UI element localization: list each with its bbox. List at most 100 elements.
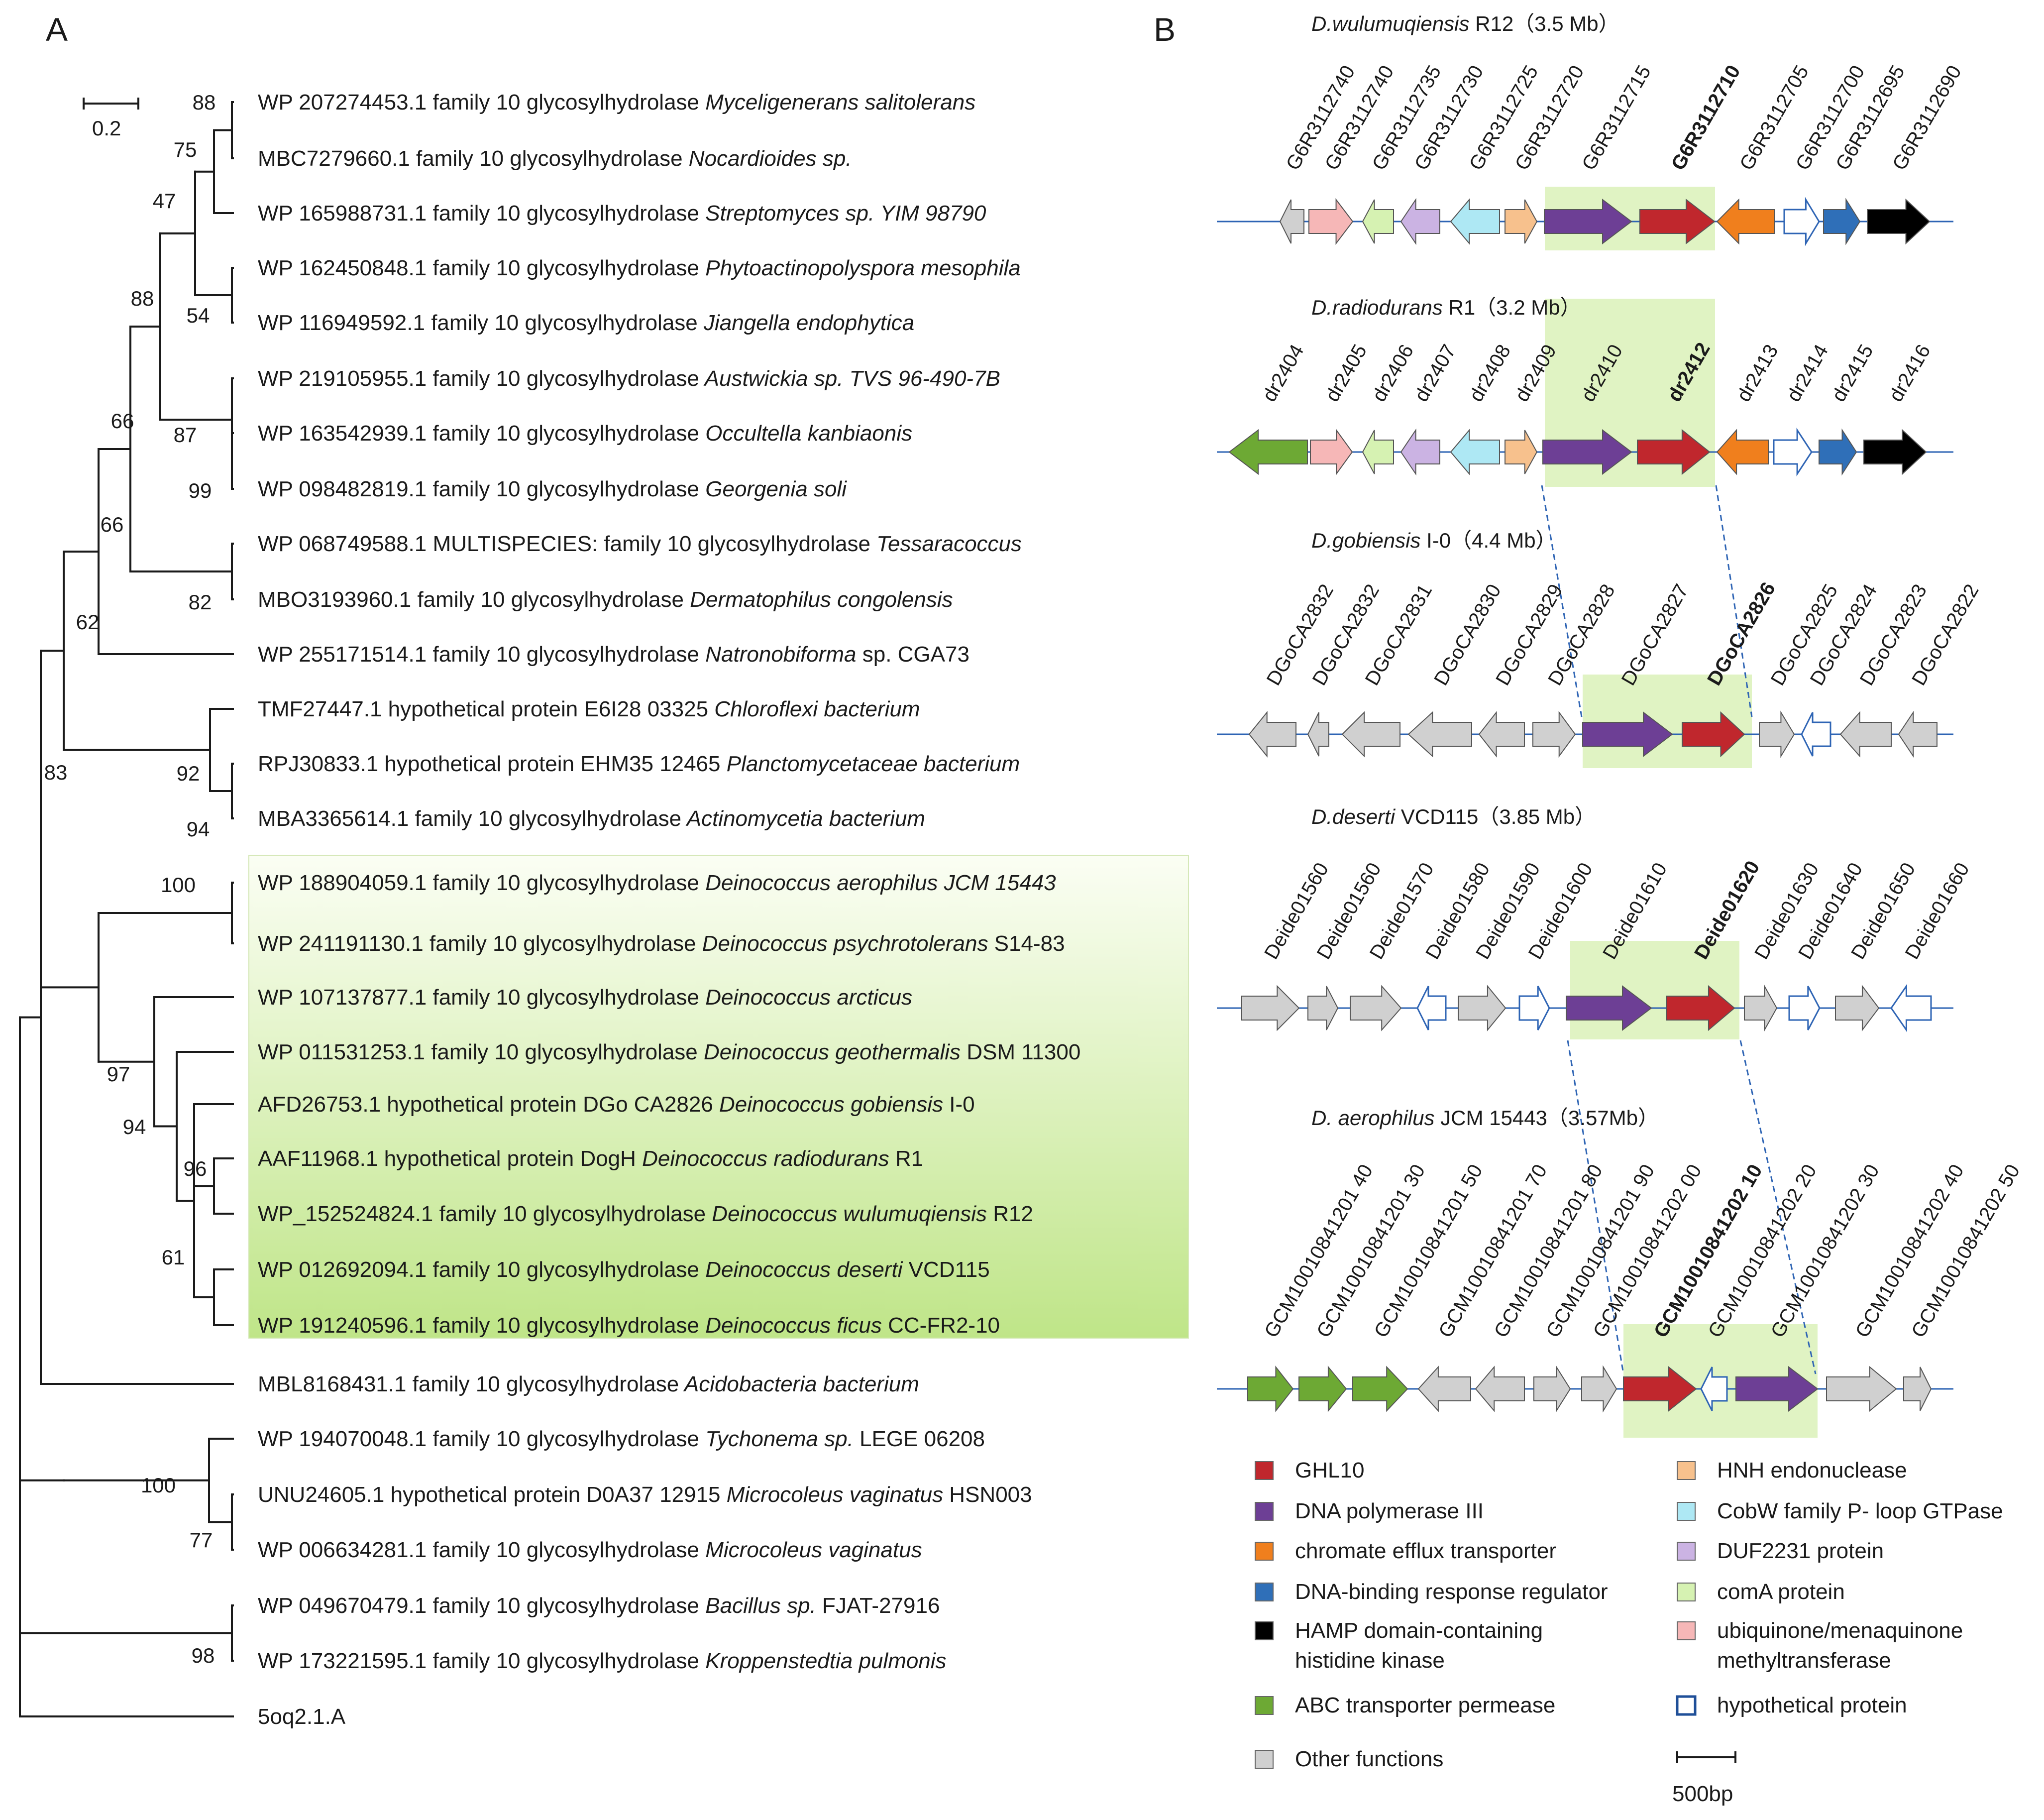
leaf-accession: 5oq2.1.A [258,1705,346,1729]
leaf-accession: WP 163542939.1 family 10 glycosylhydrola… [258,421,699,446]
gene-label: GCM10010841202 20 [1704,1161,1821,1342]
leaf-label: WP 162450848.1 family 10 glycosylhydrola… [258,256,1021,280]
gene-arrow [1450,429,1500,475]
bootstrap-label: 66 [101,513,124,536]
leaf-strain: FJAT-27916 [816,1593,940,1618]
bootstrap-label: 100 [141,1474,176,1497]
leaf-species: Deinococcus psychrotolerans [696,931,988,956]
leaf-label: WP 068749588.1 MULTISPECIES: family 10 g… [258,532,1022,556]
gene-arrow [1532,710,1576,758]
gene-arrow [1863,429,1927,475]
gene-arrow [1867,198,1931,245]
gene-arrow [1666,985,1735,1031]
leaf-species: Acidobacteria bacterium [679,1372,919,1396]
leaf-species: Planctomycetaceae bacterium [721,752,1020,776]
leaf-species: Occultella kanbiaonis [699,421,912,446]
leaf-accession: WP 049670479.1 family 10 glycosylhydrola… [258,1593,699,1618]
gene-arrow [1716,429,1769,475]
deinococcus-clade-highlight [248,855,1189,1339]
bootstrap-label: 77 [190,1528,213,1552]
gene-arrow [1298,1365,1347,1412]
leaf-accession: WP 188904059.1 family 10 glycosylhydrola… [258,871,699,895]
leaf-label: WP 163542939.1 family 10 glycosylhydrola… [258,421,912,446]
gene-label: GCM10010841202 50 [1907,1161,2024,1342]
leaf-accession: WP 191240596.1 family 10 glycosylhydrola… [258,1313,699,1338]
leaf-species: Chloroflexi bacterium [708,697,920,721]
leaf-label: 5oq2.1.A [258,1705,346,1729]
gene-arrow [1505,199,1538,244]
genome-size: I-0（4.4 Mb） [1420,529,1556,552]
leaf-accession: WP 207274453.1 family 10 glycosylhydrola… [258,90,699,114]
leaf-species: Nocardioides sp. [683,146,852,171]
leaf-accession: WP 162450848.1 family 10 glycosylhydrola… [258,256,699,280]
gene-label: dr2407 [1410,341,1460,406]
genome-species: D.radiodurans [1311,296,1443,319]
leaf-label: RPJ30833.1 hypothetical protein EHM35 12… [258,752,1020,776]
leaf-strain: DSM 11300 [961,1040,1080,1064]
leaf-accession: WP 173221595.1 family 10 glycosylhydrola… [258,1649,699,1673]
legend-label-line2: histidine kinase [1295,1648,1445,1673]
leaf-species: Deinococcus aerophilus JCM 15443 [699,871,1056,895]
leaf-species: Deinococcus ficus [699,1313,882,1338]
legend-label: HAMP domain-containing [1295,1618,1543,1643]
tree-leaves: WP 207274453.1 family 10 glycosylhydrola… [258,90,1080,1729]
gene-arrow [1362,199,1394,244]
leaf-strain: HSN003 [943,1482,1032,1507]
gene-arrow [1478,711,1525,758]
scale-bar-label: 0.2 [92,116,121,140]
legend-label: chromate efflux transporter [1295,1539,1556,1563]
gene-arrow [1581,1365,1617,1413]
leaf-species: Jiangella endophytica [698,311,914,335]
legend-swatch [1255,1696,1274,1715]
gene-arrow [1759,710,1795,758]
genome-row: D.deserti VCD115（3.85 Mb）Deide01560Deide… [1217,805,1974,1032]
leaf-species: Deinococcus wulumuqiensis [706,1202,987,1226]
leaf-label: WP 194070048.1 family 10 glycosylhydrola… [258,1427,985,1451]
leaf-accession: MBL8168431.1 family 10 glycosylhydrolase [258,1372,679,1396]
leaf-strain: R12 [987,1202,1033,1226]
leaf-accession: WP 098482819.1 family 10 glycosylhydrola… [258,477,699,501]
leaf-accession: WP 165988731.1 family 10 glycosylhydrola… [258,201,699,226]
leaf-label: WP 006634281.1 family 10 glycosylhydrola… [258,1538,922,1562]
gene-label: DGoCA2830 [1430,580,1506,689]
gene-arrow [1247,1365,1294,1412]
leaf-accession: WP 006634281.1 family 10 glycosylhydrola… [258,1538,699,1562]
bootstrap-label: 94 [123,1115,146,1138]
leaf-label: WP 098482819.1 family 10 glycosylhydrola… [258,477,847,501]
homology-dashed-lines [1541,485,1817,1374]
bootstrap-label: 83 [44,761,68,784]
leaf-accession: UNU24605.1 hypothetical protein D0A37 12… [258,1482,721,1507]
legend-label: HNH endonuclease [1717,1458,1907,1482]
gene-arrow [1582,711,1673,758]
genome-size: VCD115（3.85 Mb） [1395,805,1596,828]
bootstrap-label: 94 [187,817,210,841]
bootstrap-label: 61 [162,1246,185,1269]
legend-label: ABC transporter permease [1295,1693,1555,1717]
leaf-species: Streptomyces sp. YIM 98790 [699,201,986,226]
genome-title: D.radiodurans R1（3.2 Mb） [1311,296,1581,319]
leaf-species: Deinococcus deserti [699,1257,903,1282]
gene-arrow [1350,985,1402,1031]
gene-arrow [1623,1365,1697,1412]
leaf-accession: MBA3365614.1 family 10 glycosylhydrolase [258,806,681,831]
legend-label: Other functions [1295,1747,1443,1771]
gene-label: dr2408 [1465,341,1515,406]
gene-arrow [1279,199,1304,244]
gene-arrow [1458,985,1506,1031]
leaf-accession: WP 107137877.1 family 10 glycosylhydrola… [258,985,699,1010]
leaf-label: WP 188904059.1 family 10 glycosylhydrola… [258,871,1056,895]
gene-arrow [1308,198,1354,245]
gene-arrow [1903,1366,1932,1411]
bootstrap-label: 87 [174,423,197,447]
leaf-strain: CC-FR2-10 [882,1313,1000,1338]
leaf-accession: RPJ30833.1 hypothetical protein EHM35 12… [258,752,721,776]
gene-arrow [1310,428,1353,476]
leaf-species: Deinococcus radiodurans [636,1146,889,1171]
genome-title: D.deserti VCD115（3.85 Mb） [1311,805,1596,828]
bootstrap-label: 92 [177,762,200,785]
bootstrap-label: 66 [111,409,134,433]
leaf-species: Microcoleus vaginatus [721,1482,944,1507]
bootstrap-label: 99 [189,479,212,502]
gene-arrow [1682,711,1745,758]
